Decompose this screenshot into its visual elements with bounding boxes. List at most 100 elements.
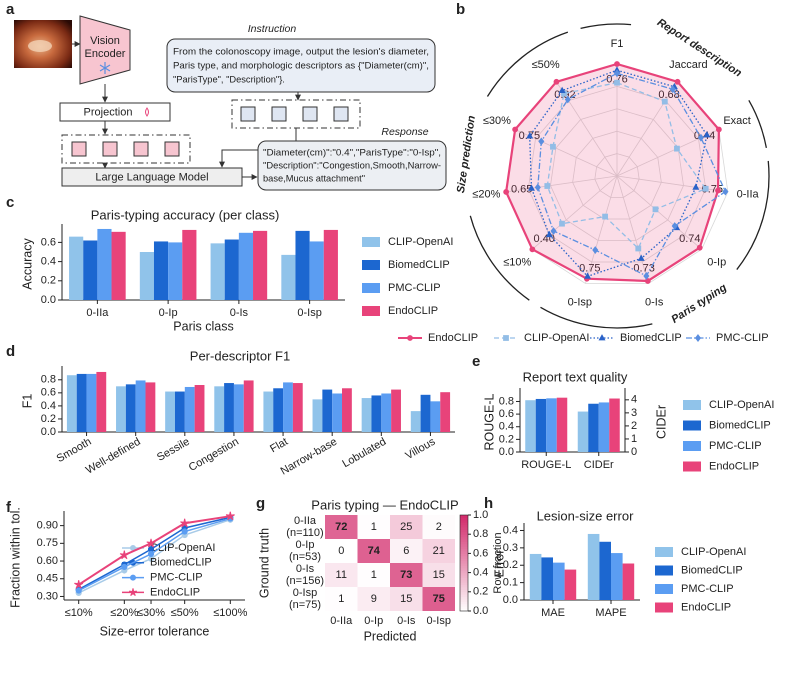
projection-label: Projection [84, 106, 133, 118]
bar [83, 240, 98, 300]
y-axis-label: Fraction within tol. [8, 507, 22, 608]
bar [529, 553, 542, 600]
colorbar-step [460, 601, 468, 605]
spoke [616, 81, 678, 177]
radar-line [537, 72, 727, 277]
bar [165, 391, 175, 432]
colorbar-step [460, 551, 468, 554]
heatmap-cell [390, 539, 423, 563]
colorbar-tick-label: 0.2 [473, 586, 488, 598]
spoke [585, 175, 618, 284]
x-tick-label: Well-defined [84, 436, 143, 477]
x-tick-label: Congestion [187, 436, 241, 474]
bar [253, 230, 268, 300]
chart-title: Paris-typing accuracy (per class) [91, 207, 280, 222]
y-tick-label: 0.3 [503, 542, 518, 554]
panel-label: g [256, 495, 265, 512]
marker [696, 244, 703, 251]
lesion-highlight [28, 40, 52, 52]
marker [613, 69, 621, 78]
column-label: 0-Is [397, 615, 416, 627]
x-tick-label: Villous [403, 435, 437, 462]
colorbar-step [460, 517, 468, 521]
row-note: (n=53) [289, 551, 321, 563]
x-axis-label: Size-error tolerance [100, 624, 210, 638]
colorbar-step [460, 531, 468, 535]
marker [527, 184, 535, 191]
bar [174, 391, 185, 432]
marker [534, 183, 541, 192]
axis-tick-label: 0.74 [679, 233, 700, 245]
axis-label: 0-IIa [737, 189, 760, 201]
token [240, 106, 256, 122]
row-label: 0-Isp [293, 587, 317, 599]
bar [263, 391, 274, 432]
radar-line [505, 62, 720, 283]
x-tick-label: 0-Isp [297, 307, 321, 319]
marker [119, 550, 129, 560]
panel-label: c [6, 194, 14, 211]
token [271, 106, 287, 122]
bar [281, 254, 296, 300]
instruction-text: "ParisType", "Description"}. [173, 74, 285, 84]
bar [214, 386, 225, 432]
chart-title: Report text quality [523, 369, 628, 384]
legend-label: EndoCLIP [428, 332, 478, 344]
bar [556, 397, 568, 452]
y-tick-label: 0.4 [503, 524, 518, 536]
colorbar-tick-label: 1.0 [473, 509, 488, 521]
bar [69, 236, 84, 300]
grid-ring [527, 85, 707, 263]
heatmap-cell [325, 539, 358, 563]
y-tick-label: 0.4 [41, 256, 56, 268]
bar [588, 403, 599, 452]
legend-label: BiomedCLIP [709, 419, 771, 431]
bar [135, 380, 146, 432]
colorbar-step [460, 596, 468, 600]
response-text: base,Mucus attachment" [263, 173, 365, 183]
y-tick-label: 0.6 [499, 408, 514, 420]
cell-label: 11 [336, 569, 347, 581]
colorbar-tick-label: 0.6 [473, 547, 488, 559]
legend-swatch [683, 461, 701, 472]
grid-ring [594, 153, 640, 198]
bar [322, 389, 333, 432]
marker [407, 335, 413, 341]
heatmap-cell [390, 587, 423, 611]
legend-label: PMC-CLIP [716, 332, 769, 344]
cell-label: 74 [368, 545, 381, 557]
x-tick-label: ≤30% [137, 607, 165, 619]
colorbar-step [460, 570, 468, 574]
y-tick-label: 0.2 [499, 433, 514, 445]
y2-tick-label: 4 [631, 394, 637, 406]
encoder-label: Encoder [85, 48, 126, 60]
marker [703, 131, 711, 138]
legend-swatch [655, 565, 673, 576]
spoke [616, 175, 702, 250]
marker [503, 189, 510, 195]
marker [564, 95, 571, 104]
bar [283, 382, 293, 432]
colorbar-step [460, 599, 468, 602]
cell-label: 9 [371, 593, 377, 605]
x-tick-label: MAPE [595, 607, 626, 619]
legend-swatch [683, 441, 701, 451]
x-tick-label: ≤100% [213, 607, 247, 619]
marker [652, 206, 659, 213]
marker [722, 187, 729, 196]
x-tick-label: 0-Ip [159, 307, 178, 319]
y-axis-label: Error [492, 550, 506, 578]
x-axis-label: Predicted [364, 629, 417, 643]
projection-box [59, 102, 171, 122]
colorbar-step [460, 558, 468, 562]
legend-swatch [362, 283, 380, 293]
colorbar-step [460, 579, 468, 583]
legend-label: CLIP-OpenAI [709, 399, 774, 411]
marker [550, 143, 556, 150]
bar [125, 384, 136, 432]
cell-label: 15 [433, 569, 445, 581]
axis-label: ≤20% [472, 189, 500, 201]
bar [622, 563, 635, 600]
x-tick-label: Lobulated [340, 436, 388, 471]
colorbar-step [460, 594, 468, 598]
